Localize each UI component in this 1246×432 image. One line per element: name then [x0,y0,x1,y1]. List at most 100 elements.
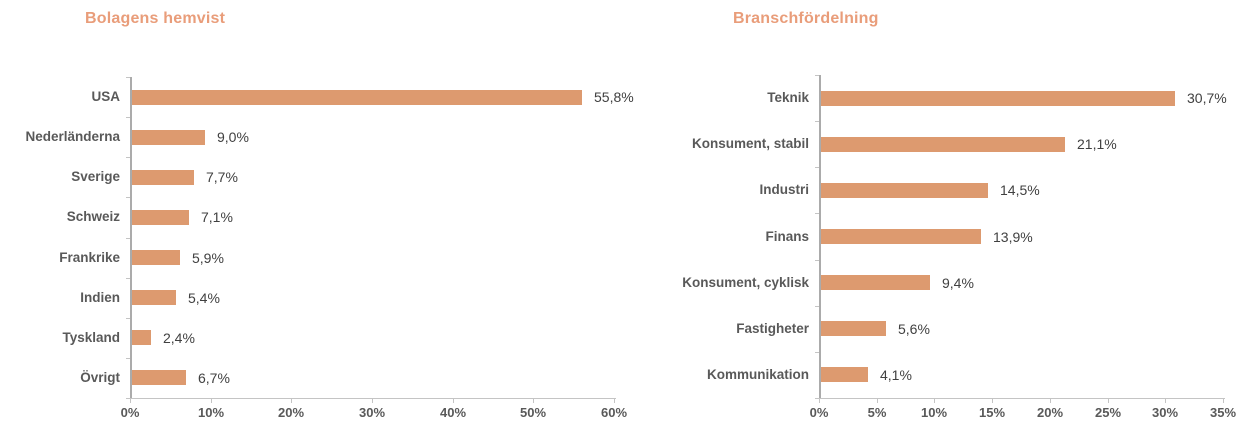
y-axis-tick [126,278,130,279]
category-label: Schweiz [66,209,120,224]
x-tick-label: 30% [358,405,386,420]
y-axis-tick [126,398,130,399]
value-label: 13,9% [993,229,1033,245]
x-tick-label: 0% [809,405,829,420]
bar [132,330,151,345]
category-label: Kommunikation [706,367,809,382]
x-axis-tick [453,398,454,403]
y-axis-tick [815,306,819,307]
bar [132,290,176,305]
x-axis-tick [1223,398,1224,403]
chart-title: Bolagens hemvist [85,10,226,27]
chart-bolagens-hemvist: Bolagens hemvist USA 55,8% Nederländerna 9,… [25,10,634,420]
value-label: 9,0% [217,129,249,145]
x-axis-tick [533,398,534,403]
y-axis-tick [126,238,130,239]
x-axis-tick [291,398,292,403]
y-axis-tick [126,358,130,359]
bar [132,170,194,185]
value-label: 5,4% [188,290,220,306]
value-label: 9,4% [942,275,974,291]
plot-area: USA 55,8% Nederländerna 9,0% Sverige 7,7% Schw… [25,77,634,420]
value-label: 7,1% [201,209,233,225]
category-label: Övrigt [80,370,120,385]
x-tick-label: 10% [920,405,948,420]
bar [821,321,886,336]
bar [821,183,988,198]
x-tick-label: 40% [439,405,467,420]
category-label: Fastigheter [736,321,809,336]
x-tick-label: 25% [1094,405,1122,420]
chart-branschfordelning: Branschfördelning Teknik 30,7% Konsument, … [623,0,1246,432]
x-axis-line [819,398,1225,399]
category-label: Indien [80,290,120,305]
bar [821,367,868,382]
category-label: Frankrike [59,250,120,265]
x-tick-label: 0% [120,405,140,420]
category-label: Industri [759,182,810,197]
category-label: Finans [765,229,809,244]
bar [821,137,1065,152]
x-axis-tick [877,398,878,403]
x-tick-label: 60% [600,405,628,420]
y-axis-tick [126,77,130,78]
x-axis-tick [130,398,131,403]
x-axis-tick [819,398,820,403]
value-label: 2,4% [163,330,195,346]
x-tick-label: 35% [1209,405,1237,420]
chart-title: Branschfördelning [733,10,879,27]
y-axis-tick [126,197,130,198]
value-label: 30,7% [1187,90,1227,106]
x-axis-tick [992,398,993,403]
y-axis-line [819,75,821,398]
value-label: 5,9% [192,250,224,266]
y-axis-tick [815,75,819,76]
x-tick-label: 20% [277,405,305,420]
value-label: 4,1% [880,367,912,383]
x-tick-label: 5% [867,405,887,420]
y-axis-tick [815,213,819,214]
y-axis-tick [126,157,130,158]
bar [132,90,582,105]
y-axis-tick [815,398,819,399]
value-label: 21,1% [1077,136,1117,152]
value-label: 7,7% [206,169,238,185]
plot-area: Teknik 30,7% Konsument, stabil 21,1% Industr… [623,0,1246,432]
category-label: USA [91,89,120,104]
bar [821,91,1175,106]
value-label: 5,6% [898,321,930,337]
x-axis-line [130,398,616,399]
x-tick-label: 10% [197,405,225,420]
value-label: 14,5% [1000,182,1040,198]
y-axis-tick [126,117,130,118]
y-axis-line [130,77,132,398]
bar [132,370,186,385]
y-axis-tick [815,352,819,353]
x-axis-tick [614,398,615,403]
value-label: 55,8% [594,89,634,105]
x-tick-label: 20% [1036,405,1064,420]
x-axis-tick [934,398,935,403]
x-tick-label: 30% [1151,405,1179,420]
x-axis-tick [1050,398,1051,403]
bar [821,229,981,244]
value-label: 6,7% [198,370,230,386]
category-label: Tyskland [62,330,120,345]
bar [821,275,930,290]
bar [132,130,205,145]
x-axis-tick [1108,398,1109,403]
x-tick-label: 50% [519,405,547,420]
bar [132,210,189,225]
category-label: Sverige [71,169,120,184]
category-label: Nederländerna [25,129,120,144]
y-axis-tick [815,260,819,261]
y-axis-tick [815,121,819,122]
x-axis-tick [211,398,212,403]
x-axis-tick [1165,398,1166,403]
bar [132,250,180,265]
x-axis-tick [372,398,373,403]
category-label: Teknik [767,90,809,105]
x-tick-label: 15% [978,405,1006,420]
y-axis-tick [126,318,130,319]
